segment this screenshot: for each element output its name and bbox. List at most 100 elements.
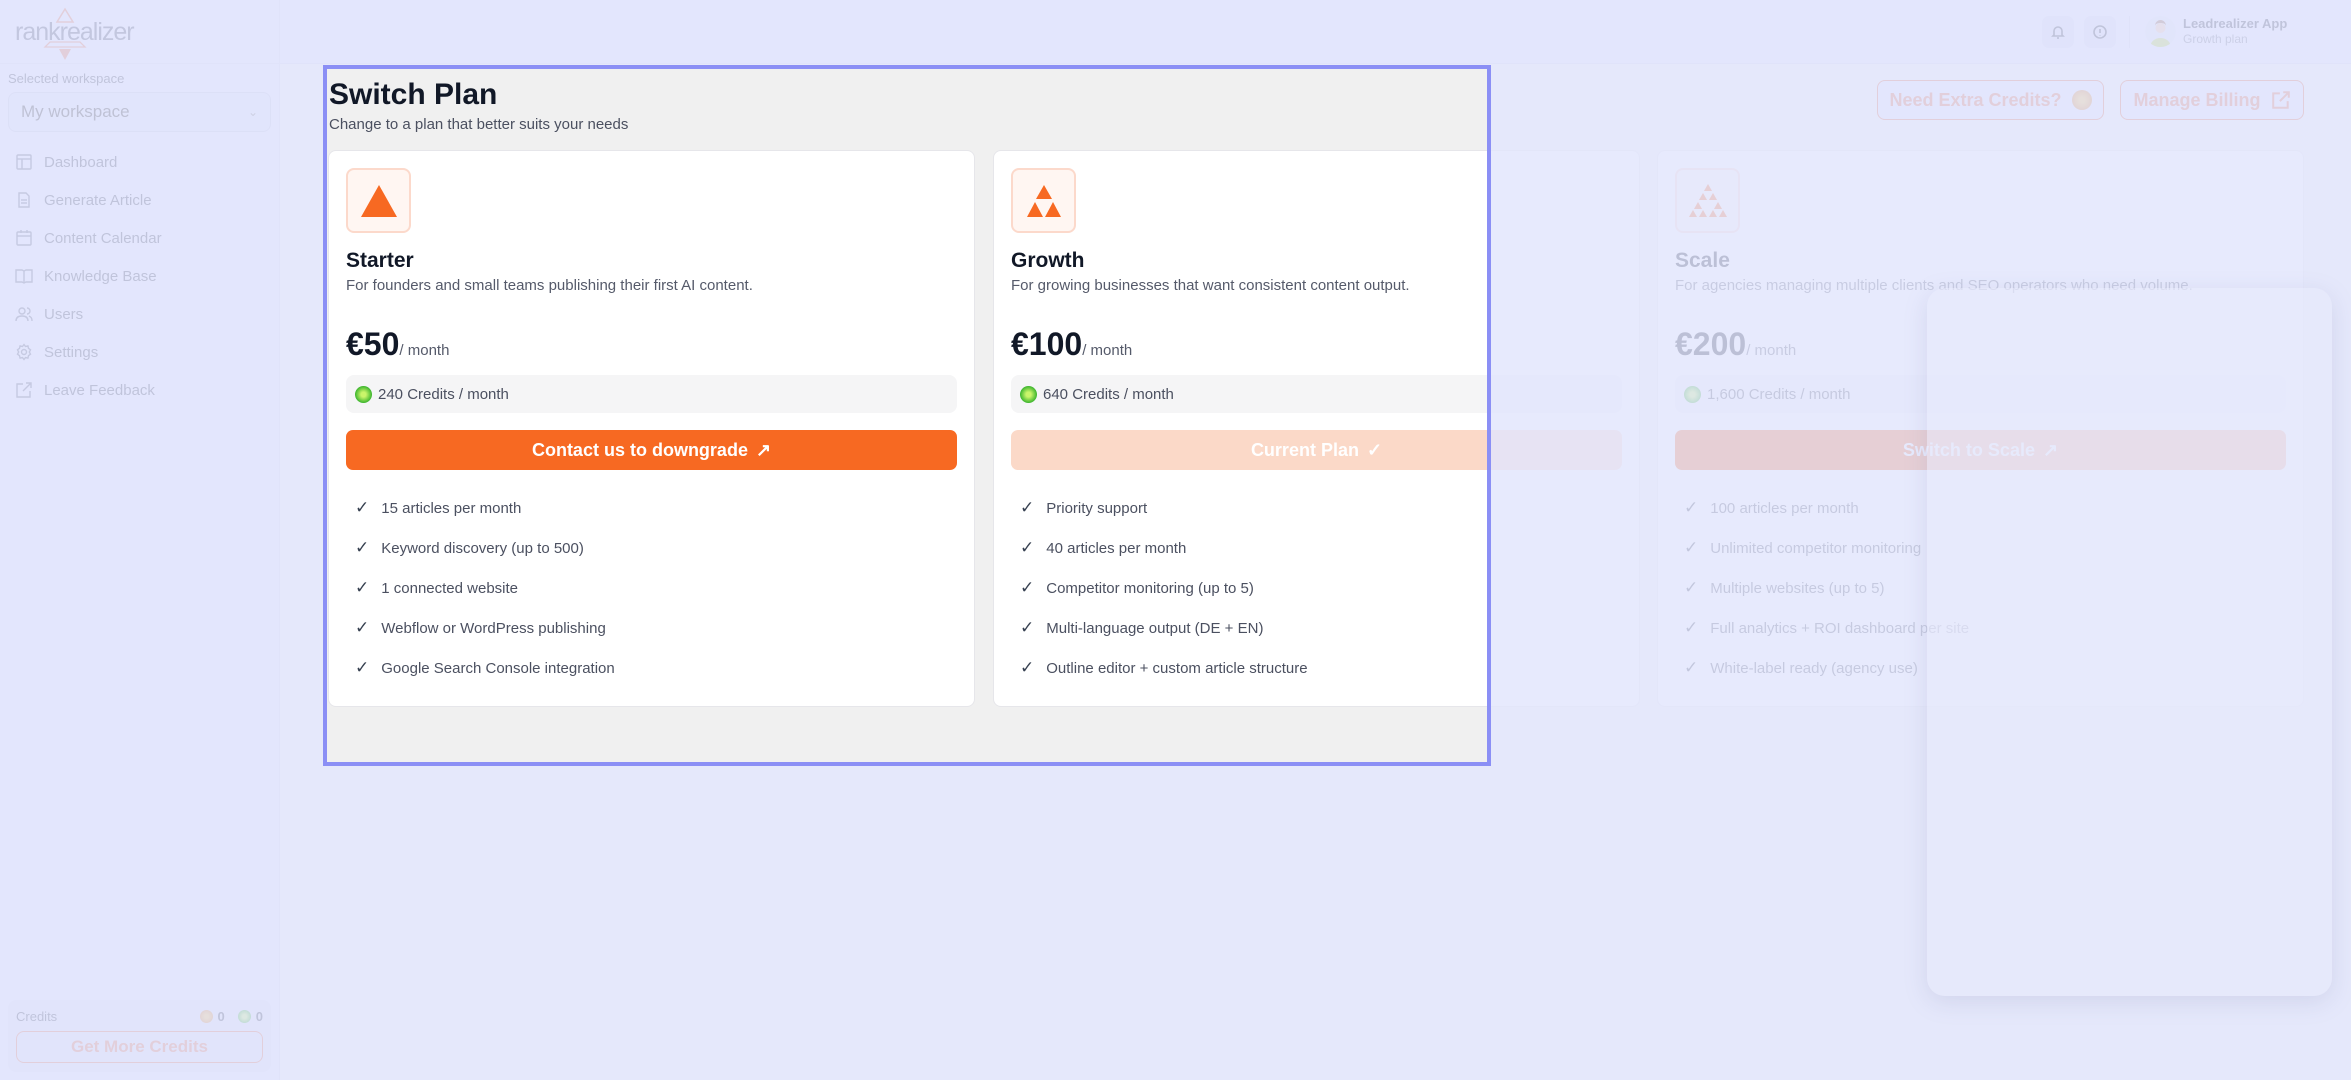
feature-item: ✓ Keyword discovery (up to 500) <box>346 528 957 568</box>
user-name: Leadrealizer App <box>2183 16 2288 31</box>
header-divider <box>2129 16 2130 48</box>
users-icon <box>15 307 33 322</box>
feature-item: ✓ 1 connected website <box>346 568 957 608</box>
workspace-select[interactable]: My workspace ⌄ <box>8 92 271 132</box>
document-icon <box>18 192 30 208</box>
feature-text: Keyword discovery (up to 500) <box>381 539 584 557</box>
page-subtitle: Change to a plan that better suits your … <box>329 116 629 133</box>
green-coin-icon <box>1020 385 1037 403</box>
plan-credits: 640 Credits / month <box>1011 375 1622 413</box>
rankrealizer-logo[interactable]: rankrealizer <box>15 4 135 60</box>
check-icon: ✓ <box>1684 538 1699 557</box>
feature-item: ✓ Outline editor + custom article structu… <box>1011 648 1622 688</box>
feature-list: ✓ 15 articles per month ✓ Keyword discover… <box>346 488 957 688</box>
sidebar-item-label: Knowledge Base <box>44 267 157 285</box>
feature-text: Priority support <box>1046 499 1148 517</box>
feature-item: ✓ Competitor monitoring (up to 5) <box>1011 568 1622 608</box>
logo-mark-icon <box>43 7 87 60</box>
feature-list: ✓ Priority support ✓ 40 articles per month… <box>1011 488 1622 688</box>
orange-credit-count: 0 <box>217 1008 225 1024</box>
layout-icon <box>16 154 32 170</box>
check-icon: ✓ <box>1020 578 1035 597</box>
feature-item: ✓ Webflow or WordPress publishing <box>346 608 957 648</box>
manage-billing-button[interactable]: Manage Billing <box>2120 80 2304 120</box>
feature-text: Webflow or WordPress publishing <box>381 619 606 637</box>
plan-icon-scale <box>1675 168 1740 233</box>
plan-period: / month <box>1746 342 1797 359</box>
need-extra-credits-button[interactable]: Need Extra Credits? <box>1877 80 2104 120</box>
book-icon <box>15 269 33 284</box>
feature-text: 100 articles per month <box>1710 499 1859 517</box>
green-coin-icon <box>1684 385 1701 403</box>
workspace-value: My workspace <box>21 102 130 121</box>
feature-item: ✓ Priority support <box>1011 488 1622 528</box>
triangle-pyramid-icon <box>1688 183 1727 217</box>
feature-text: Competitor monitoring (up to 5) <box>1046 579 1254 597</box>
green-coin-icon <box>237 1009 251 1023</box>
sidebar-item-dashboard[interactable]: Dashboard <box>15 143 162 181</box>
feature-text: 1 connected website <box>381 579 519 597</box>
orange-coin-icon <box>199 1009 213 1023</box>
top-header: Leadrealizer App Growth plan <box>280 0 2351 64</box>
green-credit-count: 0 <box>255 1008 263 1024</box>
sidebar-item-content-calendar[interactable]: Content Calendar <box>15 219 162 257</box>
sidebar-item-label: Generate Article <box>44 191 152 209</box>
button-label: Contact us to downgrade <box>531 439 748 460</box>
external-link-icon <box>16 382 32 398</box>
get-more-credits-button[interactable]: Get More Credits <box>16 1031 263 1063</box>
check-icon: ✓ <box>1020 658 1035 677</box>
plan-price: €100 <box>1011 326 1083 362</box>
sidebar-item-leave-feedback[interactable]: Leave Feedback <box>15 371 162 409</box>
feature-item: ✓ Multiple websites (up to 5) <box>1675 568 2286 608</box>
feature-item: ✓ 100 articles per month <box>1675 488 2286 528</box>
sidebar-item-generate-article[interactable]: Generate Article <box>15 181 162 219</box>
plan-name: Growth <box>1011 249 1085 272</box>
calendar-icon <box>16 230 32 246</box>
feature-text: Outline editor + custom article structur… <box>1046 659 1308 677</box>
sidebar-nav: Dashboard Generate Article Content Calen… <box>15 143 162 409</box>
notifications-button[interactable] <box>2042 16 2074 48</box>
manage-billing-label: Manage Billing <box>2133 89 2261 110</box>
sidebar-item-users[interactable]: Users <box>15 295 162 333</box>
logo-text: rankrealizer <box>15 18 135 46</box>
feature-text: Full analytics + ROI dashboard per site <box>1710 619 1970 637</box>
gear-icon <box>16 343 32 361</box>
plan-card-growth: Growth For growing businesses that want … <box>993 150 1640 707</box>
feature-item: ✓ 40 articles per month <box>1011 528 1622 568</box>
plan-description: For growing businesses that want consist… <box>1011 277 1410 294</box>
arrow-up-right-icon: ↗ <box>755 439 772 460</box>
check-icon: ✓ <box>1020 498 1035 517</box>
chevron-down-icon: ⌄ <box>247 105 258 119</box>
check-icon: ✓ <box>1366 439 1383 460</box>
feature-text: Unlimited competitor monitoring <box>1710 539 1922 557</box>
alert-circle-icon <box>2093 25 2107 39</box>
feature-text: Google Search Console integration <box>381 659 615 677</box>
tour-popover-panel <box>1927 288 2332 996</box>
avatar[interactable] <box>2145 16 2176 47</box>
user-avatar-icon <box>2150 20 2171 47</box>
page-title: Switch Plan <box>329 78 498 111</box>
check-icon: ✓ <box>1020 538 1035 557</box>
plan-description: For founders and small teams publishing … <box>346 277 753 294</box>
plan-card-starter: Starter For founders and small teams pub… <box>328 150 975 707</box>
check-icon: ✓ <box>355 578 370 597</box>
feature-item: ✓ Multi-language output (DE + EN) <box>1011 608 1622 648</box>
credits-panel: Credits 0 0 Get More Credits <box>8 1000 271 1072</box>
plan-credits-text: 640 Credits / month <box>1043 385 1174 403</box>
contact-downgrade-button[interactable]: Contact us to downgrade ↗ <box>346 430 957 470</box>
sidebar-item-settings[interactable]: Settings <box>15 333 162 371</box>
triangle-icon <box>360 184 397 217</box>
workspace-label: Selected workspace <box>8 71 125 86</box>
green-coin-icon <box>355 385 372 403</box>
info-button[interactable] <box>2084 16 2116 48</box>
plan-icon-growth <box>1011 168 1076 233</box>
orange-coin-icon <box>2071 90 2092 110</box>
sidebar-item-knowledge-base[interactable]: Knowledge Base <box>15 257 162 295</box>
sidebar-header: rankrealizer <box>0 0 280 64</box>
check-icon: ✓ <box>355 498 370 517</box>
plan-icon-starter <box>346 168 411 233</box>
check-icon: ✓ <box>355 658 370 677</box>
feature-item: ✓ White-label ready (agency use) <box>1675 648 2286 688</box>
check-icon: ✓ <box>1684 618 1699 637</box>
check-icon: ✓ <box>1684 658 1699 677</box>
